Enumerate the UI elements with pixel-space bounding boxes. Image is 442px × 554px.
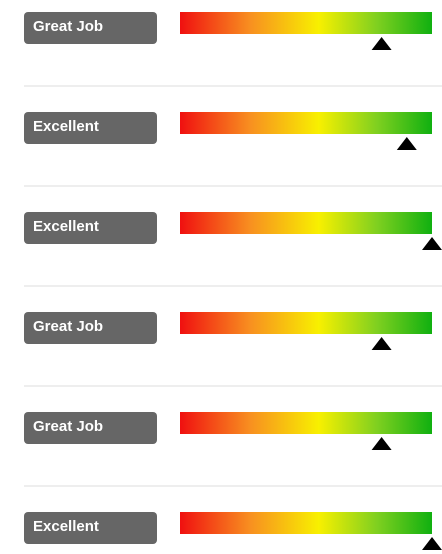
rating-badge [24, 312, 157, 344]
rating-label: Great Job [33, 18, 103, 35]
gradient-bar [180, 512, 432, 534]
score-marker [396, 137, 417, 150]
rating-badge [24, 412, 157, 444]
rating-label: Great Job [33, 318, 103, 335]
score-marker [422, 237, 442, 250]
score-marker [371, 437, 392, 450]
rating-label: Great Job [33, 418, 103, 435]
rating-badge [24, 212, 157, 244]
gradient-bar [180, 312, 432, 334]
gradient-bar [180, 112, 432, 134]
score-marker [422, 537, 442, 550]
rating-badge [24, 112, 157, 144]
gradient-bar [180, 412, 432, 434]
rating-badge [24, 12, 157, 44]
rating-label: Excellent [33, 118, 99, 135]
rating-badge [24, 512, 157, 544]
score-marker [371, 37, 392, 50]
rating-label: Excellent [33, 518, 99, 535]
score-marker [371, 337, 392, 350]
gradient-bar [180, 212, 432, 234]
rating-label: Excellent [33, 218, 99, 235]
gradient-bar [180, 12, 432, 34]
